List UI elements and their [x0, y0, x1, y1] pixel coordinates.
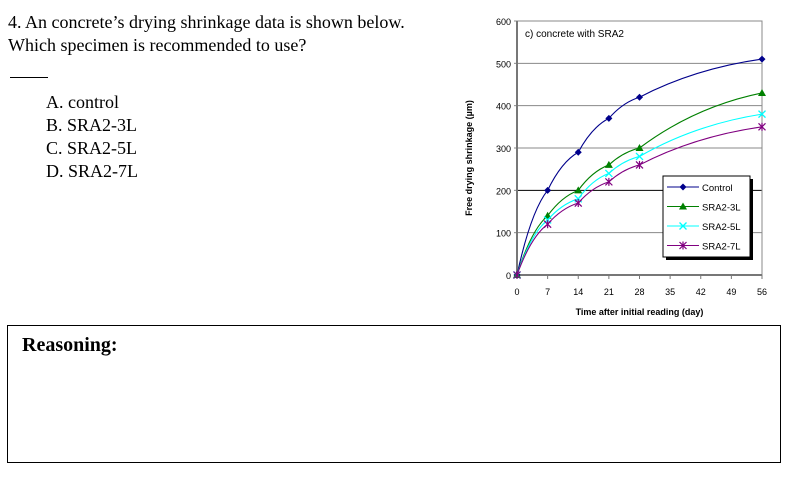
question-text: 4. An concrete’s drying shrinkage data i… — [8, 12, 405, 55]
shrinkage-chart: 0 100 200 300 400 500 600 0 7 14 21 28 35 42 49 56 c) co… — [458, 0, 772, 325]
y-tick-label: 300 — [496, 144, 511, 154]
data-point-marker — [635, 144, 644, 151]
answer-blank[interactable] — [10, 77, 48, 78]
x-tick-label: 35 — [665, 287, 675, 297]
legend-label: SRA2-7L — [702, 242, 741, 253]
chart-svg: 0 100 200 300 400 500 600 0 7 14 21 28 35 42 49 56 c) co… — [464, 17, 767, 317]
series-line-sra2-3l — [516, 92, 763, 276]
data-point-marker — [604, 160, 613, 168]
y-tick-label: 400 — [496, 102, 511, 112]
legend-marker-icon — [679, 202, 687, 210]
option-c[interactable]: C. SRA2-5L — [46, 138, 138, 158]
legend-marker-icon — [679, 183, 687, 191]
data-point-marker — [758, 110, 766, 119]
x-tick-label: 56 — [757, 287, 767, 297]
y-tick-label: 600 — [496, 17, 511, 27]
legend-box — [662, 175, 751, 258]
x-tick-label: 21 — [604, 287, 614, 297]
data-point-marker — [574, 148, 582, 156]
legend-label: SRA2-3L — [702, 203, 741, 214]
data-point-marker — [605, 114, 613, 122]
reasoning-box[interactable]: Reasoning: — [7, 325, 781, 463]
x-tick-label: 0 — [514, 287, 519, 297]
legend-marker-icon — [679, 222, 687, 230]
y-tick-label: 200 — [496, 186, 511, 196]
data-point-marker — [636, 93, 643, 101]
x-tick-label: 42 — [696, 287, 706, 297]
y-axis-label: Free drying shrinkage (µm) — [464, 100, 474, 216]
x-tick-label: 14 — [573, 287, 583, 297]
x-tick-label: 7 — [545, 287, 550, 297]
data-point-marker — [544, 186, 552, 194]
answer-options: A. control B. SRA2-3L C. SRA2-5L D. SRA2… — [46, 91, 138, 183]
x-axis-label: Time after initial reading (day) — [576, 307, 704, 317]
x-tick-label: 49 — [726, 287, 736, 297]
legend-label: Control — [702, 183, 733, 194]
y-tick-label: 100 — [496, 229, 511, 239]
series-line-control — [516, 58, 763, 276]
chart-title: c) concrete with SRA2 — [525, 29, 624, 40]
x-tick-label: 28 — [634, 287, 644, 297]
option-b[interactable]: B. SRA2-3L — [46, 115, 138, 135]
option-a[interactable]: A. control — [46, 92, 119, 112]
data-point-marker — [604, 169, 613, 178]
reasoning-label: Reasoning: — [22, 334, 118, 356]
data-point-marker — [574, 186, 583, 194]
data-point-marker — [758, 88, 766, 96]
y-tick-label: 500 — [496, 59, 511, 69]
legend-label: SRA2-5L — [702, 222, 741, 233]
y-tick-label: 0 — [506, 271, 511, 281]
data-point-marker — [758, 55, 766, 63]
data-point-marker — [635, 152, 644, 161]
option-d[interactable]: D. SRA2-7L — [46, 161, 139, 181]
